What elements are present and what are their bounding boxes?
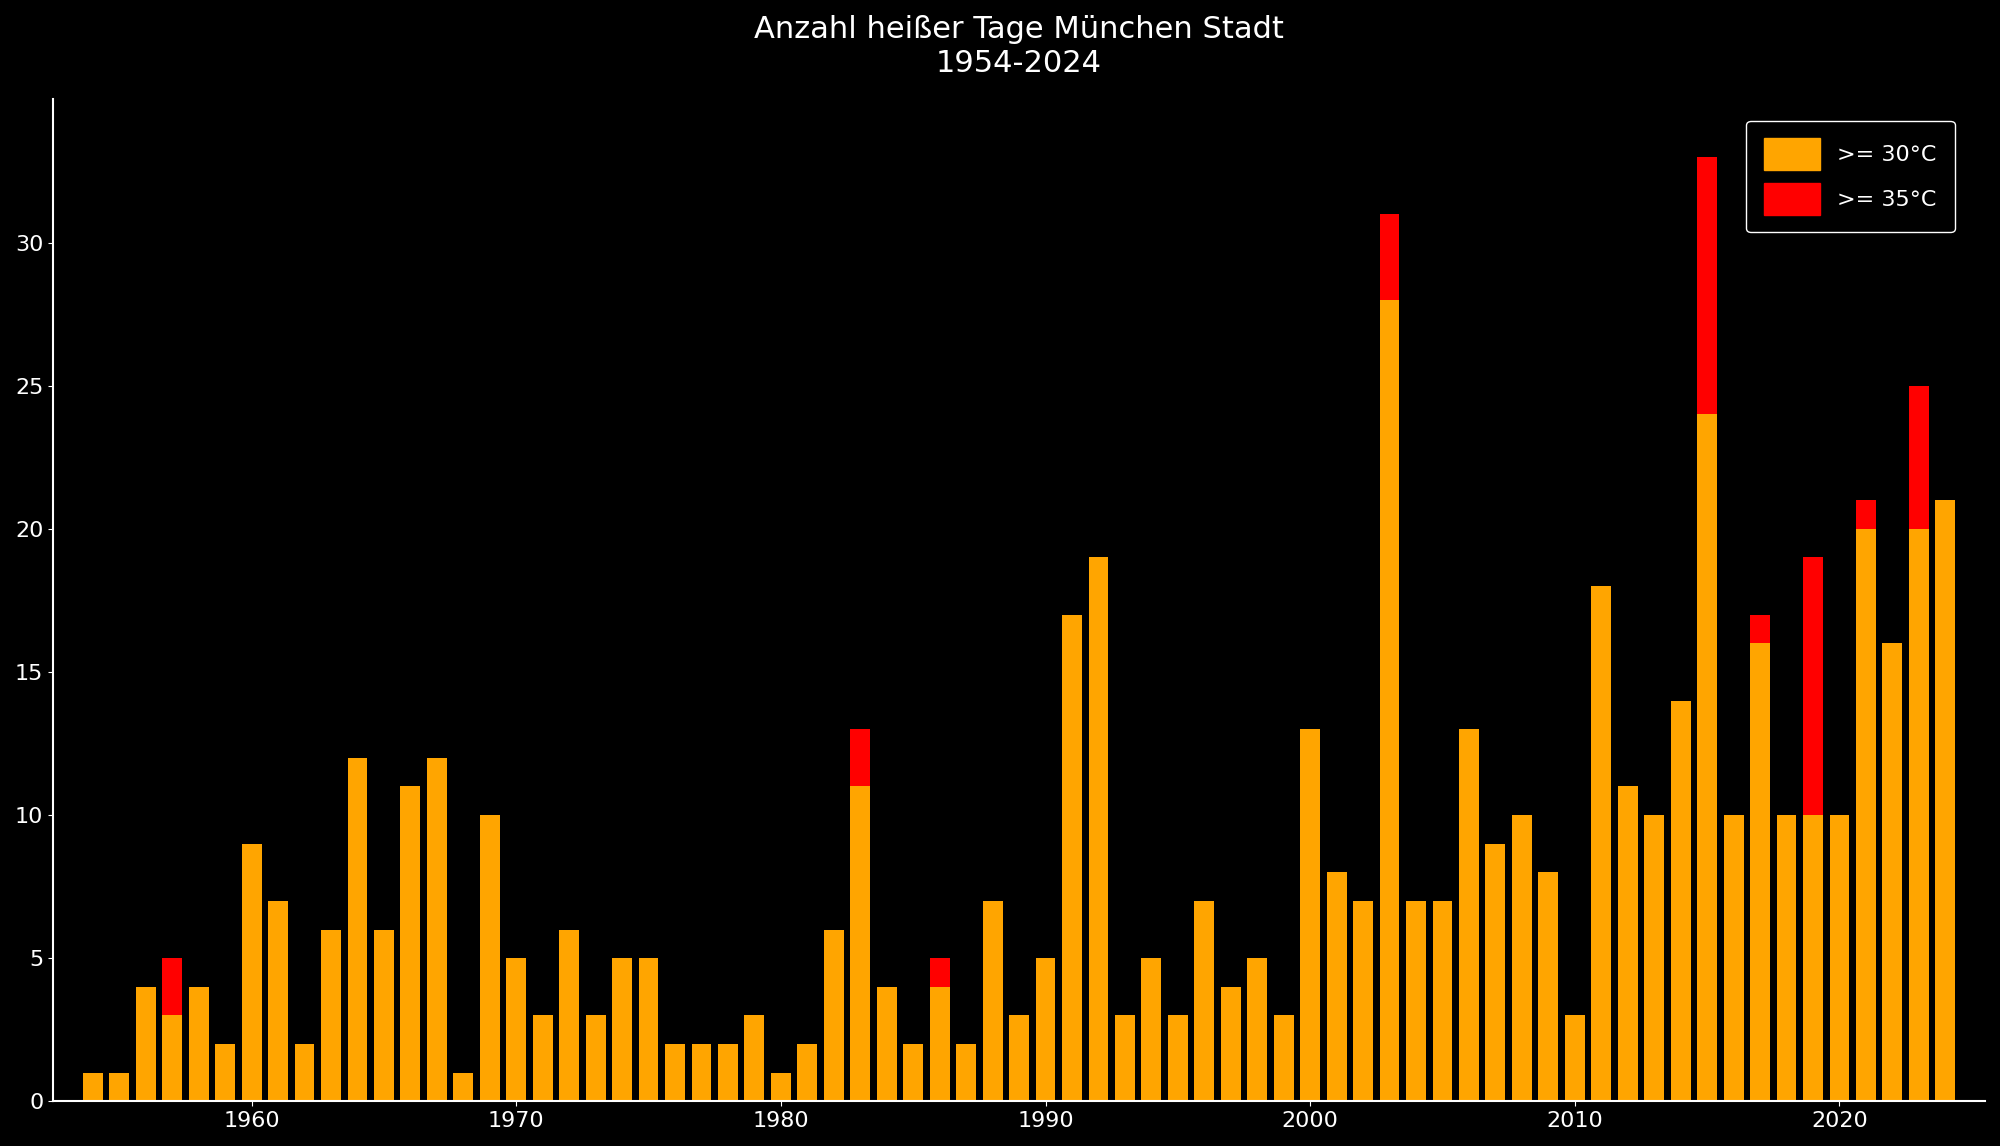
Bar xyxy=(1354,901,1374,1101)
Bar xyxy=(216,1044,236,1101)
Bar xyxy=(1010,1015,1028,1101)
Bar xyxy=(904,1044,924,1101)
Bar xyxy=(1460,729,1478,1101)
Bar xyxy=(770,1073,790,1101)
Bar xyxy=(824,929,844,1101)
Bar xyxy=(1274,1015,1294,1101)
Bar xyxy=(1936,500,1956,1101)
Bar xyxy=(1326,872,1346,1101)
Bar xyxy=(1750,614,1770,643)
Bar xyxy=(1882,643,1902,1101)
Bar xyxy=(1168,1015,1188,1101)
Bar xyxy=(162,1015,182,1101)
Bar xyxy=(1698,414,1718,1101)
Bar xyxy=(1432,901,1452,1101)
Bar xyxy=(1194,901,1214,1101)
Bar xyxy=(586,1015,606,1101)
Legend: >= 30°C, >= 35°C: >= 30°C, >= 35°C xyxy=(1746,120,1954,233)
Bar xyxy=(1512,815,1532,1101)
Bar xyxy=(1300,729,1320,1101)
Bar xyxy=(930,987,950,1101)
Bar xyxy=(82,1073,102,1101)
Title: Anzahl heißer Tage München Stadt
1954-2024: Anzahl heißer Tage München Stadt 1954-20… xyxy=(754,15,1284,78)
Bar xyxy=(110,1073,130,1101)
Bar xyxy=(692,1044,712,1101)
Bar xyxy=(1644,815,1664,1101)
Bar xyxy=(850,786,870,1101)
Bar xyxy=(1248,958,1268,1101)
Bar xyxy=(638,958,658,1101)
Bar xyxy=(480,815,500,1101)
Bar xyxy=(1142,958,1162,1101)
Bar xyxy=(426,758,446,1101)
Bar xyxy=(506,958,526,1101)
Bar xyxy=(1062,614,1082,1101)
Bar xyxy=(560,929,580,1101)
Bar xyxy=(1804,815,1822,1101)
Bar xyxy=(1750,643,1770,1101)
Bar xyxy=(1380,214,1400,300)
Bar xyxy=(876,987,896,1101)
Bar xyxy=(348,758,368,1101)
Bar xyxy=(242,843,262,1101)
Bar xyxy=(1908,386,1928,528)
Bar xyxy=(1114,1015,1134,1101)
Bar xyxy=(322,929,340,1101)
Bar xyxy=(1406,901,1426,1101)
Bar xyxy=(374,929,394,1101)
Bar xyxy=(454,1073,474,1101)
Bar xyxy=(1776,815,1796,1101)
Bar xyxy=(982,901,1002,1101)
Bar xyxy=(850,729,870,786)
Bar xyxy=(1088,557,1108,1101)
Bar xyxy=(268,901,288,1101)
Bar xyxy=(666,1044,684,1101)
Bar xyxy=(798,1044,818,1101)
Bar xyxy=(136,987,156,1101)
Bar xyxy=(1220,987,1240,1101)
Bar xyxy=(1856,528,1876,1101)
Bar xyxy=(956,1044,976,1101)
Bar xyxy=(1564,1015,1584,1101)
Bar xyxy=(744,1015,764,1101)
Bar xyxy=(718,1044,738,1101)
Bar xyxy=(400,786,420,1101)
Bar xyxy=(612,958,632,1101)
Bar xyxy=(188,987,208,1101)
Bar xyxy=(930,958,950,987)
Bar xyxy=(1670,700,1690,1101)
Bar xyxy=(1856,500,1876,528)
Bar xyxy=(1538,872,1558,1101)
Bar xyxy=(1698,157,1718,414)
Bar xyxy=(294,1044,314,1101)
Bar xyxy=(1486,843,1506,1101)
Bar xyxy=(1592,586,1612,1101)
Bar xyxy=(162,958,182,1015)
Bar xyxy=(532,1015,552,1101)
Bar xyxy=(1724,815,1744,1101)
Bar xyxy=(1830,815,1850,1101)
Bar xyxy=(1908,528,1928,1101)
Bar xyxy=(1036,958,1056,1101)
Bar xyxy=(1618,786,1638,1101)
Bar xyxy=(1380,300,1400,1101)
Bar xyxy=(1804,557,1822,815)
